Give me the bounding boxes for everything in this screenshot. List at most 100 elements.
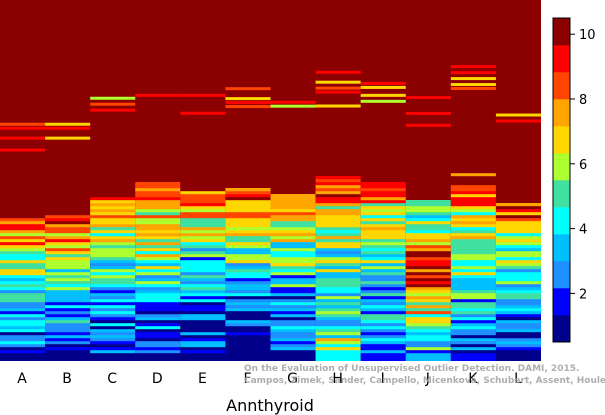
heatmap-cell — [180, 317, 226, 321]
heatmap-cell — [135, 191, 181, 195]
heatmap-cell — [450, 233, 496, 237]
heatmap-cell — [495, 332, 541, 336]
heatmap-cell — [315, 272, 361, 276]
heatmap-sparse-line — [225, 97, 271, 101]
heatmap-cell — [180, 278, 226, 282]
heatmap-cell — [90, 221, 136, 225]
heatmap-cell — [180, 227, 226, 231]
colorbar-segment — [553, 153, 570, 181]
x-tick-labels: A B C D E F G H I J K L — [17, 371, 522, 387]
heatmap-cell — [225, 209, 271, 213]
heatmap-cell — [405, 305, 451, 309]
heatmap-cell — [135, 338, 181, 342]
heatmap-cell — [360, 203, 406, 207]
heatmap-sparse-line — [405, 111, 451, 115]
heatmap-cell — [405, 233, 451, 237]
x-tick-label: A — [17, 371, 27, 387]
heatmap-cell — [45, 269, 91, 273]
heatmap-cell — [495, 281, 541, 285]
heatmap-cell — [0, 266, 46, 270]
heatmap-cell — [180, 323, 226, 327]
heatmap-cell — [135, 311, 181, 315]
heatmap-cell — [0, 257, 46, 261]
heatmap-cell — [225, 335, 271, 339]
heatmap-cell — [495, 215, 541, 219]
heatmap-cell — [135, 251, 181, 255]
heatmap-cell — [90, 284, 136, 288]
heatmap-sparse-line — [45, 126, 91, 130]
heatmap-cell — [315, 269, 361, 273]
heatmap-cell — [360, 326, 406, 330]
heatmap-cell — [0, 332, 46, 336]
heatmap-cell — [180, 248, 226, 252]
heatmap-cell — [405, 257, 451, 261]
heatmap-cell — [0, 341, 46, 345]
heatmap-cell — [450, 230, 496, 234]
heatmap-cell — [45, 272, 91, 276]
heatmap-cell — [405, 338, 451, 342]
heatmap-cell — [360, 338, 406, 342]
colorbar-frame — [552, 17, 571, 343]
heatmap-cell — [315, 212, 361, 216]
heatmap-cell — [270, 272, 316, 276]
heatmap-cell — [225, 245, 271, 249]
heatmap-cell — [450, 323, 496, 327]
heatmap-cell — [135, 227, 181, 231]
heatmap-cell — [45, 305, 91, 309]
heatmap-cell — [450, 296, 496, 300]
heatmap-cell — [0, 245, 46, 249]
heatmap-cell — [315, 203, 361, 207]
heatmap-cell — [90, 239, 136, 243]
heatmap-cell — [225, 326, 271, 330]
heatmap-cell — [360, 251, 406, 255]
heatmap-cell — [180, 242, 226, 246]
heatmap-cell — [315, 278, 361, 282]
heatmap-cell — [45, 284, 91, 288]
heatmap-cell — [495, 290, 541, 294]
heatmap-cell — [315, 263, 361, 267]
heatmap-cell — [45, 254, 91, 258]
heatmap-cell — [90, 197, 136, 201]
heatmap-cell — [360, 269, 406, 273]
heatmap-cell — [360, 311, 406, 315]
heatmap-cell — [315, 296, 361, 300]
heatmap-cell — [315, 194, 361, 198]
heatmap-cell — [405, 284, 451, 288]
watermark-line-1: On the Evaluation of Unsupervised Outlie… — [244, 364, 579, 374]
heatmap-cell — [135, 260, 181, 264]
heatmap-cell — [450, 266, 496, 270]
heatmap-cell — [90, 272, 136, 276]
heatmap-sparse-line — [0, 148, 46, 152]
heatmap-cell — [270, 353, 316, 361]
heatmap-cell — [405, 251, 451, 255]
heatmap-cell — [0, 338, 46, 342]
heatmap-cell — [495, 320, 541, 324]
heatmap-cell — [45, 242, 91, 246]
heatmap-cell — [405, 347, 451, 351]
heatmap-cell — [180, 293, 226, 297]
heatmap-sparse-line — [315, 86, 361, 90]
heatmap-sparse-line — [180, 111, 226, 115]
heatmap-cell — [315, 293, 361, 297]
heatmap-cell — [495, 260, 541, 264]
heatmap-cell — [45, 260, 91, 264]
heatmap-cell — [90, 209, 136, 213]
heatmap-cell — [135, 197, 181, 201]
heatmap-cell — [315, 218, 361, 222]
heatmap-cell — [270, 302, 316, 306]
heatmap-cell — [90, 194, 136, 198]
heatmap-cell — [90, 311, 136, 315]
heatmap-sparse-line — [450, 83, 496, 87]
heatmap-cell — [270, 269, 316, 273]
heatmap-cell — [180, 281, 226, 285]
heatmap-cell — [0, 263, 46, 267]
heatmap-cell — [495, 218, 541, 222]
heatmap-cell — [270, 338, 316, 342]
heatmap-cell — [450, 278, 496, 282]
heatmap-cell — [315, 176, 361, 180]
heatmap-cell — [180, 257, 226, 261]
heatmap-sparse-line — [270, 104, 316, 108]
heatmap-cell — [45, 239, 91, 243]
heatmap-cell — [495, 284, 541, 288]
heatmap-cell — [45, 317, 91, 321]
